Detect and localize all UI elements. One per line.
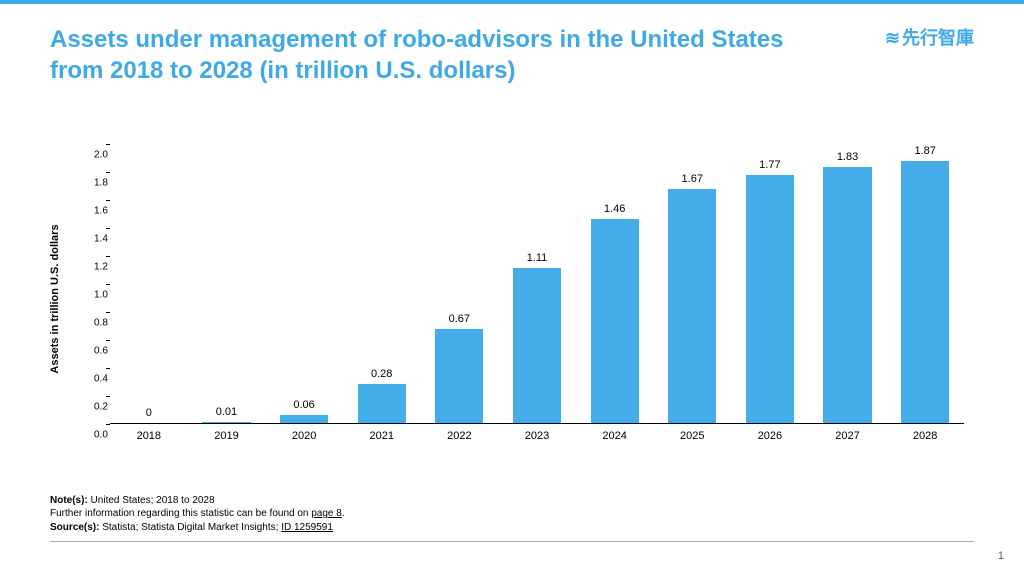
source-line: Source(s): Statista; Statista Digital Ma… (50, 521, 974, 535)
y-tick-mark (106, 256, 110, 257)
x-tick-label: 2026 (758, 430, 782, 442)
x-tick-label: 2020 (292, 430, 316, 442)
y-tick-mark (106, 368, 110, 369)
x-tick-label: 2023 (525, 430, 549, 442)
y-tick-label: 0.0 (94, 430, 108, 441)
y-tick-mark (106, 396, 110, 397)
y-tick-label: 1.2 (94, 262, 108, 273)
bar: 1.11 (513, 268, 561, 423)
x-tick-label: 2028 (913, 430, 937, 442)
page-title: Assets under management of robo-advisors… (50, 24, 830, 86)
logo-text: 先行智庫 (902, 28, 974, 48)
bar-value-label: 0.67 (435, 313, 483, 325)
bar: 0.01 (202, 422, 250, 423)
y-axis-label: Assets in trillion U.S. dollars (49, 224, 61, 373)
y-tick-label: 1.6 (94, 206, 108, 217)
bar: 1.77 (746, 175, 794, 423)
bar-value-label: 1.87 (901, 145, 949, 157)
bar-value-label: 1.83 (823, 151, 871, 163)
x-tick-label: 2025 (680, 430, 704, 442)
x-tick-label: 2022 (447, 430, 471, 442)
note-text: United States; 2018 to 2028 (88, 495, 215, 506)
page-root: Assets under management of robo-advisors… (0, 0, 1024, 576)
x-tick-label: 2021 (369, 430, 393, 442)
y-tick-mark (106, 424, 110, 425)
y-tick-mark (106, 200, 110, 201)
bar-value-label: 0.28 (358, 368, 406, 380)
y-tick-mark (106, 340, 110, 341)
note-label: Note(s): (50, 495, 88, 506)
note-line: Note(s): United States; 2018 to 2028 (50, 494, 974, 508)
bar: 1.83 (823, 167, 871, 423)
y-tick-label: 1.4 (94, 234, 108, 245)
plot-area: 0 0.01 0.06 0.28 0.67 1.11 1.46 1.67 1.77 1.83 1.8… (110, 144, 964, 424)
further-link[interactable]: page 8 (311, 508, 342, 519)
x-tick-label: 2018 (137, 430, 161, 442)
x-tick-label: 2024 (602, 430, 626, 442)
x-tick-label: 2019 (214, 430, 238, 442)
y-tick-label: 2.0 (94, 150, 108, 161)
y-tick-mark (106, 144, 110, 145)
bar-value-label: 1.67 (668, 173, 716, 185)
y-tick-mark (106, 312, 110, 313)
header: Assets under management of robo-advisors… (50, 24, 974, 86)
bar: 1.87 (901, 161, 949, 423)
footer-notes: Note(s): United States; 2018 to 2028 Fur… (50, 494, 974, 535)
y-tick-mark (106, 284, 110, 285)
source-id[interactable]: ID 1259591 (281, 522, 333, 533)
source-text: Statista; Statista Digital Market Insigh… (99, 522, 281, 533)
bar: 1.46 (591, 219, 639, 423)
y-tick-label: 0.6 (94, 346, 108, 357)
bar: 1.67 (668, 189, 716, 423)
bar: 0.67 (435, 329, 483, 423)
y-tick-label: 0.8 (94, 318, 108, 329)
page-number: 1 (998, 550, 1004, 562)
bar-value-label: 1.11 (513, 252, 561, 264)
x-tick-label: 2027 (835, 430, 859, 442)
y-tick-label: 1.8 (94, 178, 108, 189)
brand-logo: ≋先行智庫 (885, 24, 974, 50)
y-tick-label: 0.2 (94, 402, 108, 413)
bar: 0.28 (358, 384, 406, 423)
bar-value-label: 0.01 (202, 406, 250, 418)
bar-value-label: 1.46 (591, 203, 639, 215)
bar-value-label: 0.06 (280, 399, 328, 411)
y-tick-label: 1.0 (94, 290, 108, 301)
source-label: Source(s): (50, 522, 99, 533)
y-tick-label: 0.4 (94, 374, 108, 385)
further-prefix: Further information regarding this stati… (50, 508, 311, 519)
bar-value-label: 1.77 (746, 159, 794, 171)
bar-value-label: 0 (125, 407, 173, 419)
further-suffix: . (342, 508, 345, 519)
bar: 0.06 (280, 415, 328, 423)
wave-icon: ≋ (885, 28, 898, 48)
further-line: Further information regarding this stati… (50, 507, 974, 521)
y-tick-mark (106, 228, 110, 229)
y-tick-mark (106, 172, 110, 173)
bar-chart: Assets in trillion U.S. dollars 0 0.01 0.0… (50, 144, 974, 454)
footer-divider (50, 541, 974, 542)
